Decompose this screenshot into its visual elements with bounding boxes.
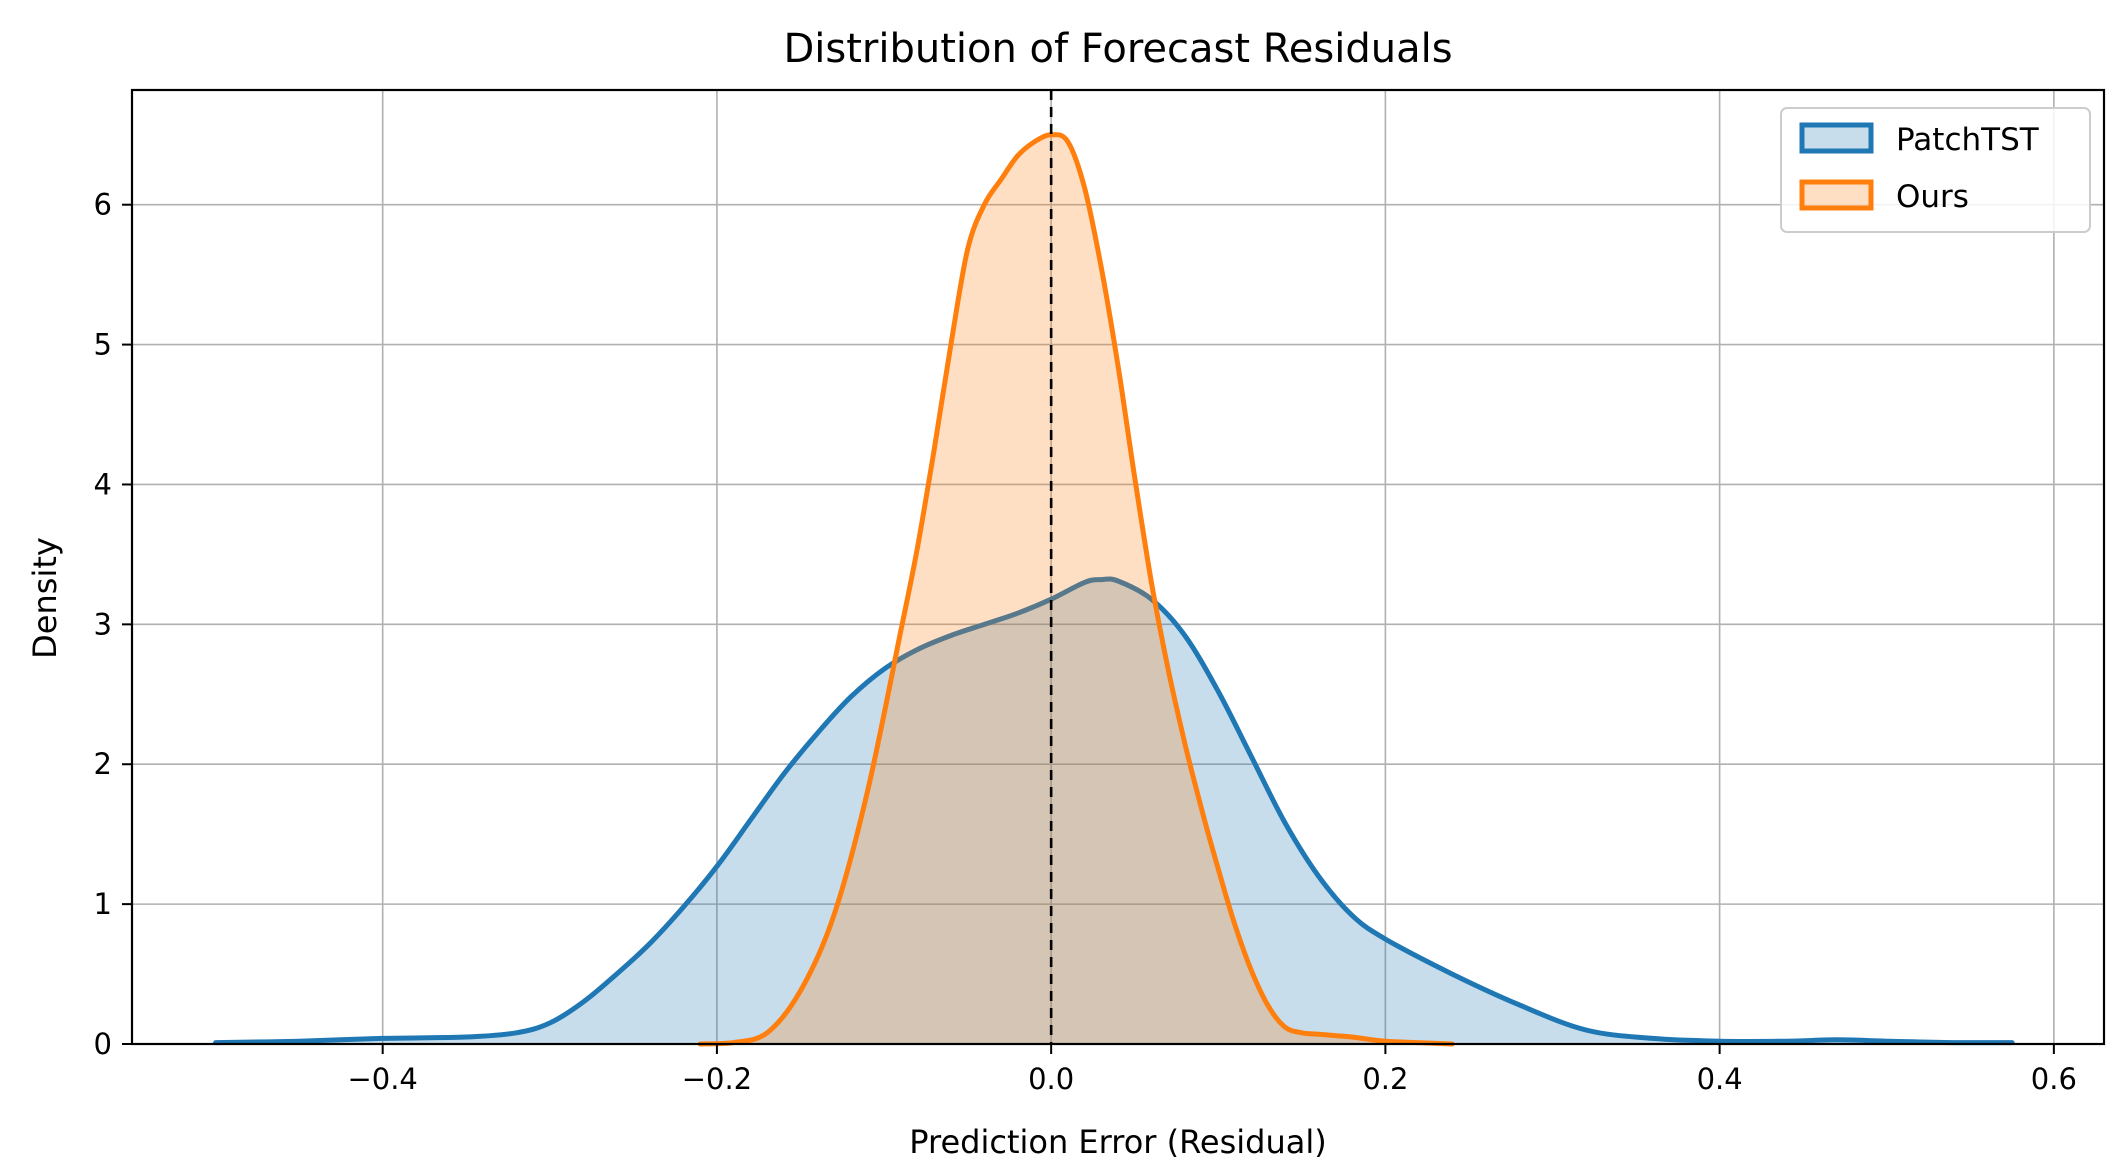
- ticks: −0.4 −0.2 0.0 0.2 0.4 0.6 0 1 2 3 4 5 6: [94, 188, 2077, 1096]
- legend-swatch-patchtst: [1799, 122, 1874, 154]
- x-tick-label: 0.4: [1697, 1062, 1743, 1096]
- legend-box: [1780, 107, 2091, 233]
- density-fill-patchtst: [215, 578, 2013, 1044]
- y-tick-label: 5: [94, 328, 112, 362]
- density-fill-ours: [700, 134, 1453, 1045]
- chart-title: Distribution of Forecast Residuals: [783, 26, 1452, 72]
- y-tick-label: 6: [94, 188, 112, 222]
- x-tick-label: 0.2: [1362, 1062, 1408, 1096]
- legend-label-ours: Ours: [1896, 179, 1969, 215]
- y-tick-label: 1: [94, 887, 112, 921]
- plot-frame: [130, 88, 2106, 1046]
- y-tick-label: 3: [94, 607, 112, 641]
- series-layer: [213, 132, 2015, 1047]
- x-tick-label: 0.0: [1028, 1062, 1074, 1096]
- y-axis-label: Density: [26, 537, 64, 659]
- legend: PatchTST Ours: [1780, 107, 2091, 233]
- legend-label-patchtst: PatchTST: [1896, 122, 2040, 158]
- y-tick-label: 2: [94, 747, 112, 781]
- x-tick-label: −0.4: [347, 1062, 417, 1096]
- legend-swatch-ours: [1799, 179, 1874, 211]
- x-tick-label: −0.2: [682, 1062, 752, 1096]
- density-line-ours: [697, 132, 1455, 1047]
- density-line-patchtst: [213, 576, 2015, 1046]
- x-tick-label: 0.6: [2031, 1062, 2077, 1096]
- y-tick-label: 0: [94, 1027, 112, 1061]
- y-tick-label: 4: [94, 467, 112, 501]
- x-axis-label: Prediction Error (Residual): [909, 1123, 1326, 1161]
